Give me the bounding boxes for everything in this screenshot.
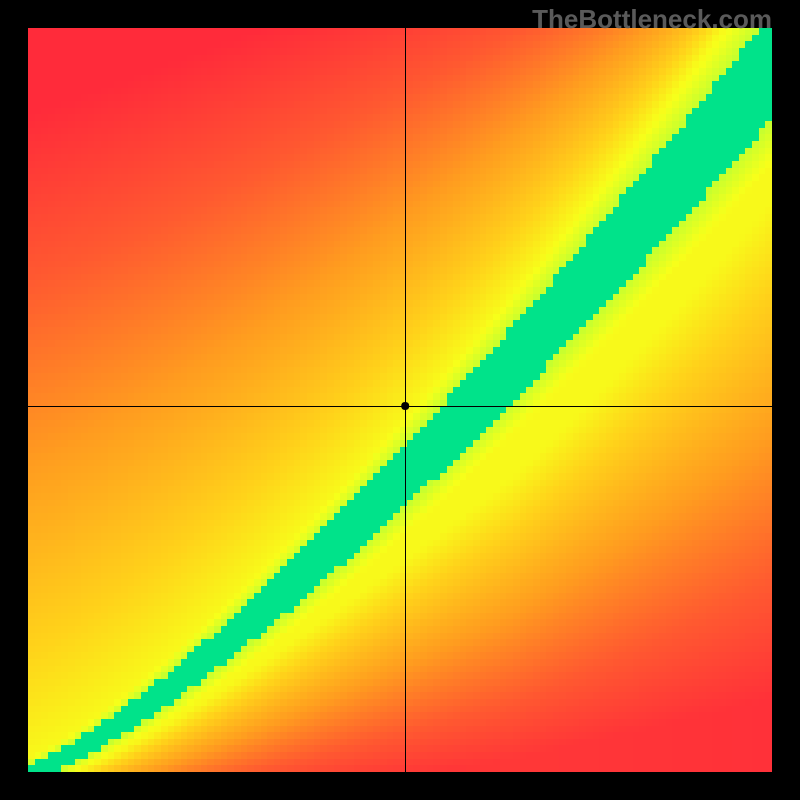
source-watermark: TheBottleneck.com bbox=[532, 4, 772, 35]
bottleneck-heatmap bbox=[28, 28, 772, 772]
chart-container: TheBottleneck.com bbox=[0, 0, 800, 800]
